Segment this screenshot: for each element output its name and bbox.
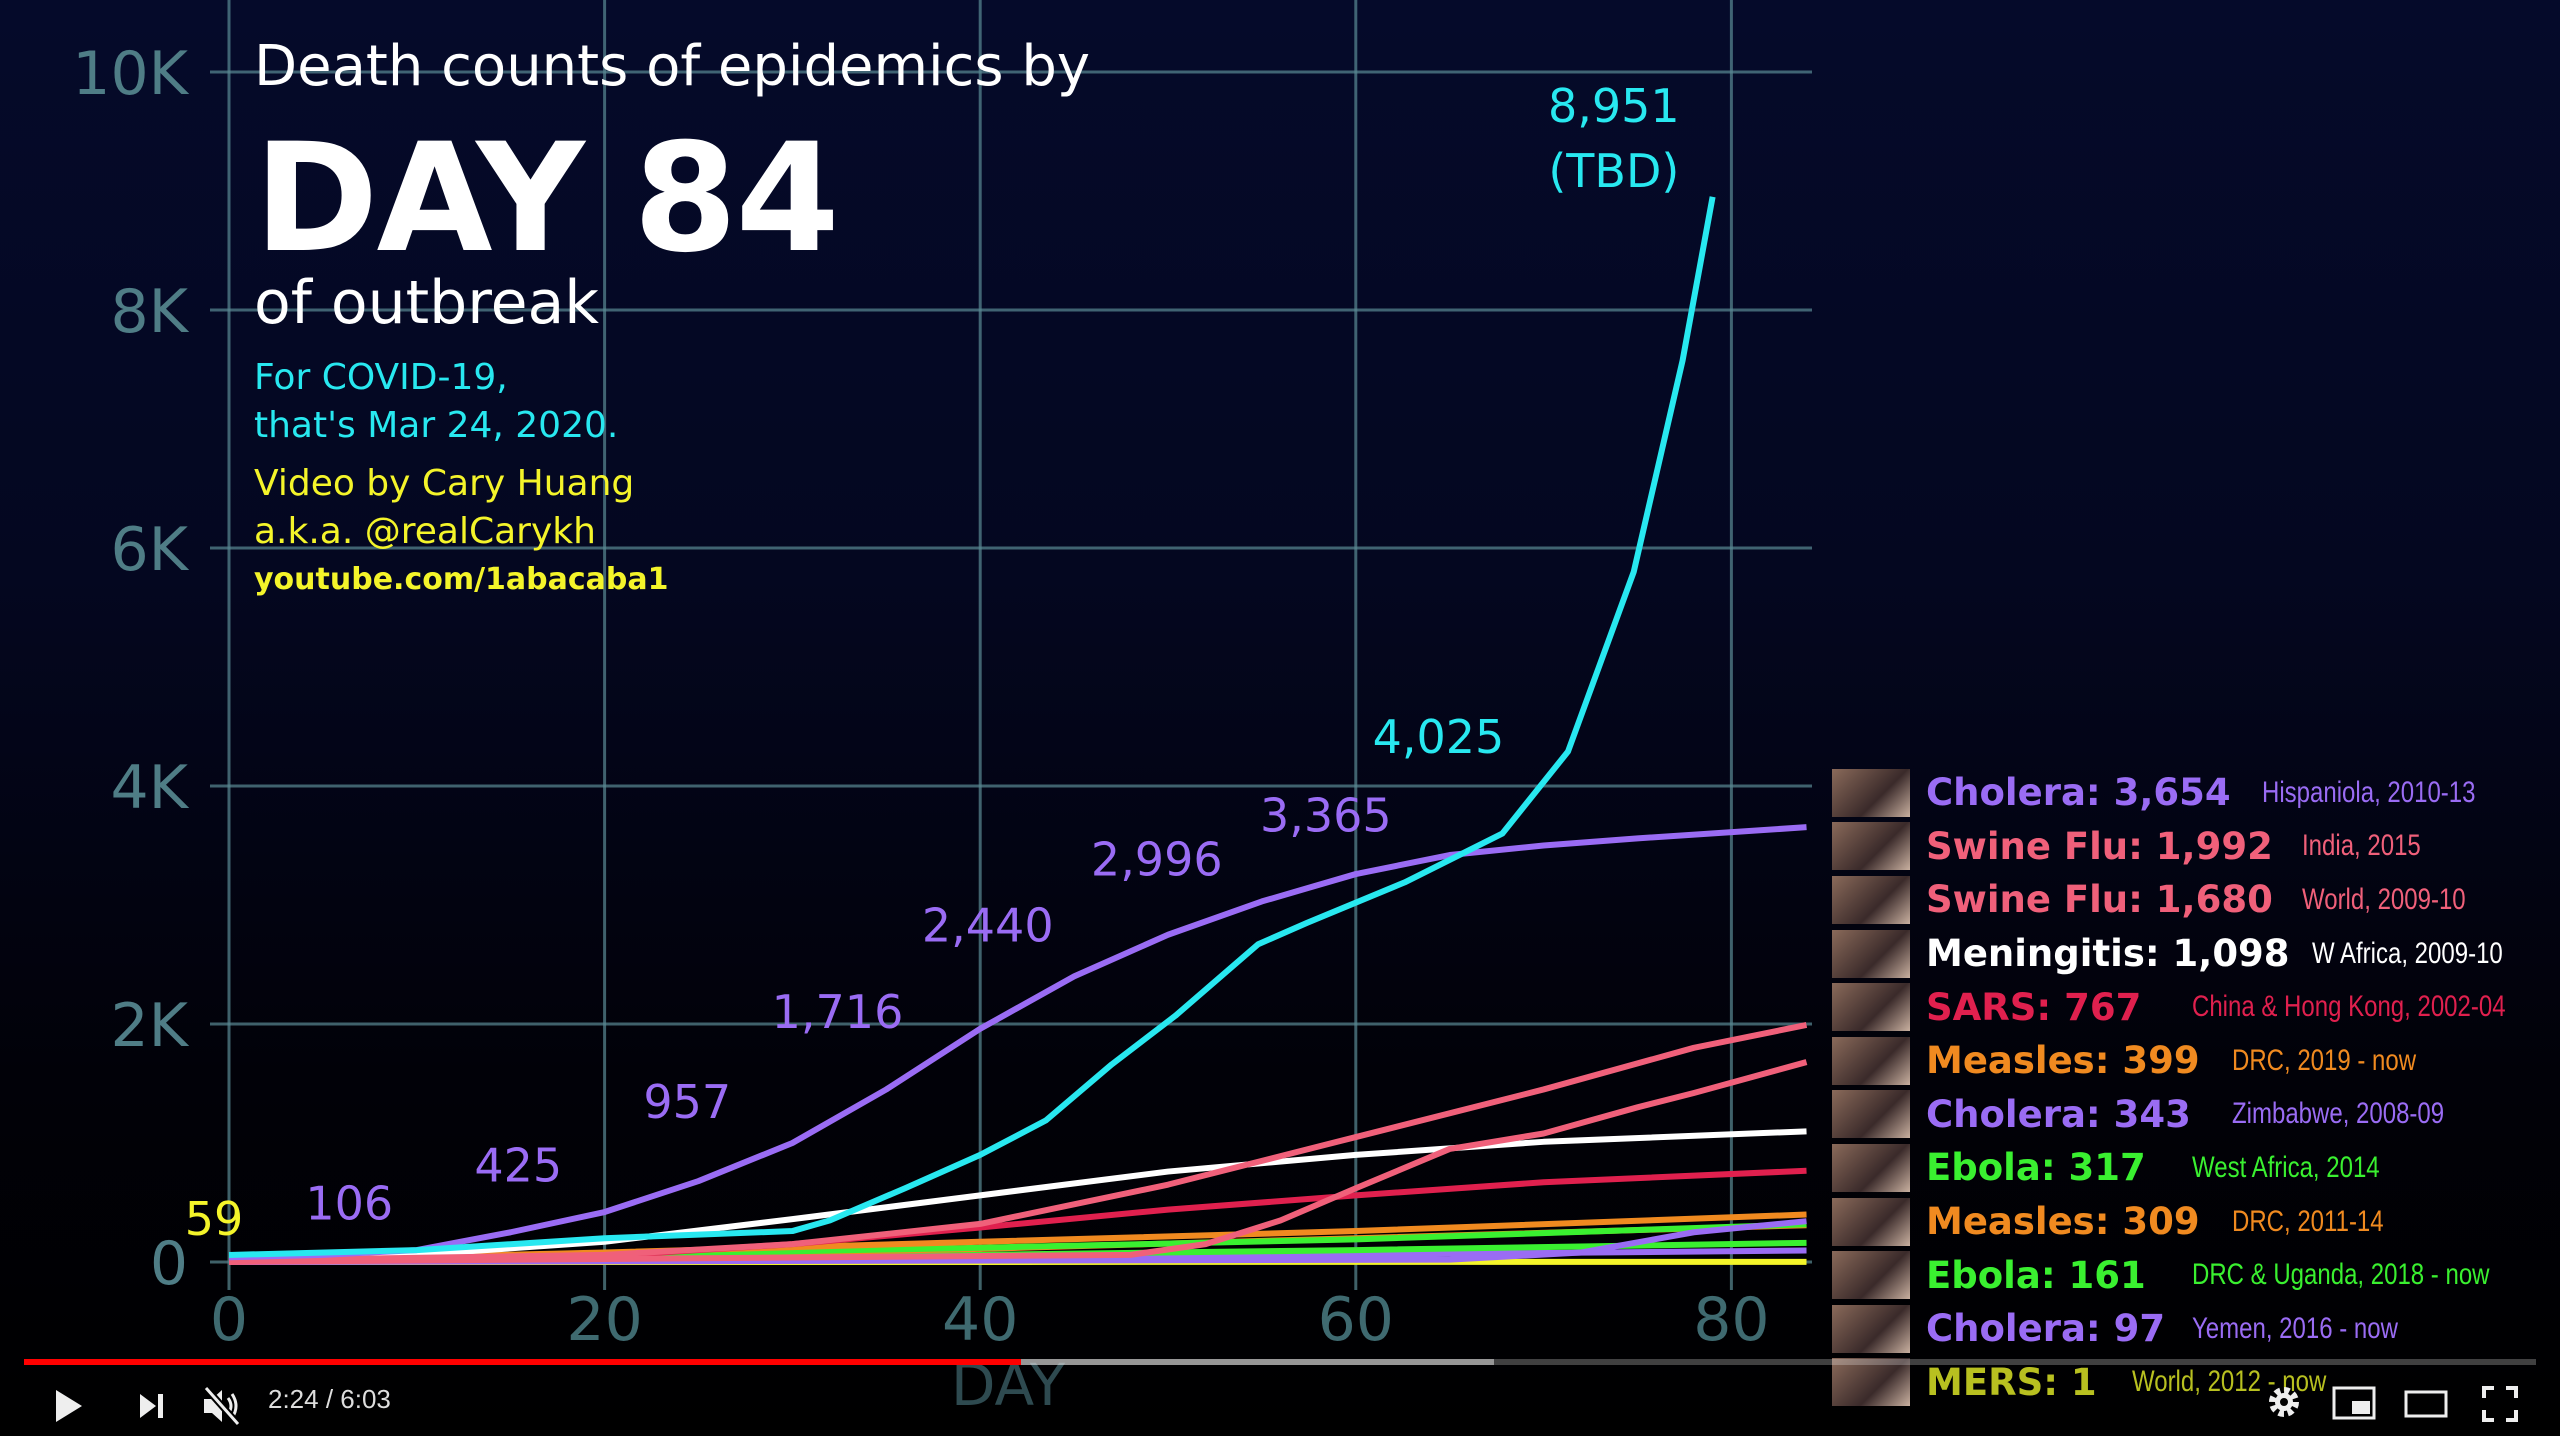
data-label: 1,716 [772,985,904,1039]
x-tick-label: 40 [942,1285,1018,1355]
legend-item: Measles: 309 DRC, 2011-14 [1832,1195,2384,1249]
title-line-3: of outbreak [254,268,600,338]
channel-link: youtube.com/1abacaba1 [254,562,669,597]
legend-label: Ebola: 161 [1926,1253,2146,1297]
legend-label: MERS: 1 [1926,1360,2097,1404]
series-line [228,824,1807,1261]
data-label: 425 [474,1138,562,1192]
y-tick-label: 8K [110,277,189,347]
progress-bar[interactable] [24,1359,2536,1365]
fullscreen-icon[interactable] [2482,1386,2518,1422]
data-label: 2,996 [1091,832,1223,886]
y-tick-label: 0 [150,1229,188,1299]
legend: Cholera: 3,654 Hispaniola, 2010-13 Swine F… [1832,766,2506,1409]
legend-label: Cholera: 97 [1926,1307,2166,1351]
player-controls: 2:24 / 6:03 [0,1340,2560,1436]
data-label: 3,365 [1260,789,1392,843]
x-tick-label: 80 [1693,1285,1769,1355]
covid-note-line: that's Mar 24, 2020. [254,405,619,446]
credit-line: Video by Cary Huang [254,463,635,504]
played-bar [24,1359,1022,1365]
settings-icon[interactable] [2266,1384,2302,1420]
data-label: 2,440 [922,899,1054,953]
legend-item: Cholera: 3,654 Hispaniola, 2010-13 [1832,766,2475,820]
x-tick-label: 0 [210,1285,248,1355]
data-label: 106 [305,1176,393,1230]
title-line-1: Death counts of epidemics by [254,34,1091,99]
legend-location: Hispaniola, 2010-13 [2262,775,2476,809]
credit: Video by Cary Huang a.k.a. @realCarykh [254,460,634,556]
data-label: 957 [643,1075,731,1129]
y-tick-label: 4K [110,753,189,823]
legend-location: DRC, 2011-14 [2232,1204,2384,1238]
legend-location: India, 2015 [2302,829,2421,863]
legend-location: Zimbabwe, 2008-09 [2232,1097,2445,1131]
legend-location: DRC, 2019 - now [2232,1043,2417,1077]
next-icon[interactable] [136,1390,168,1422]
data-label: (TBD) [1548,144,1679,198]
data-label: 8,951 [1548,79,1680,133]
legend-label: Meningitis: 1,098 [1926,932,2290,976]
y-tick-label: 6K [110,515,189,585]
legend-thumbnail [1832,1197,1910,1246]
y-tick-label: 10K [72,39,189,109]
legend-location: China & Hong Kong, 2002-04 [2192,990,2506,1024]
legend-thumbnail [1832,822,1910,871]
legend-item: Cholera: 343 Zimbabwe, 2008-09 [1832,1088,2444,1142]
series-line [228,196,1716,1258]
legend-item: Ebola: 161 DRC & Uganda, 2018 - now [1832,1248,2490,1302]
legend-label: Measles: 399 [1926,1039,2200,1083]
legend-thumbnail [1832,1304,1910,1353]
legend-label: Ebola: 317 [1926,1146,2146,1190]
series-line [228,1059,1808,1265]
legend-thumbnail [1832,1090,1910,1139]
legend-item: Swine Flu: 1,992 India, 2015 [1832,820,2421,874]
legend-item: Measles: 399 DRC, 2019 - now [1832,1034,2416,1088]
legend-location: West Africa, 2014 [2192,1150,2380,1184]
legend-item: SARS: 767 China & Hong Kong, 2002-04 [1832,980,2506,1034]
series-line [228,1218,1807,1265]
legend-thumbnail [1832,875,1910,924]
legend-thumbnail [1832,1036,1910,1085]
covid-note: For COVID-19, that's Mar 24, 2020. [254,354,618,450]
legend-thumbnail [1832,768,1910,817]
covid-note-line: For COVID-19, [254,357,508,398]
time-display: 2:24 / 6:03 [268,1384,391,1414]
legend-label: Swine Flu: 1,992 [1926,824,2273,868]
miniplayer-icon[interactable] [2332,1386,2376,1420]
data-label: 4,025 [1373,710,1505,764]
legend-item: Meningitis: 1,098 W Africa, 2009-10 [1832,927,2503,981]
data-label: 59 [185,1192,244,1246]
title-day: DAY 84 [254,112,840,286]
theater-icon[interactable] [2404,1390,2448,1418]
series-line [228,1022,1808,1264]
legend-location: W Africa, 2009-10 [2312,936,2503,970]
y-tick-label: 2K [110,991,189,1061]
play-icon[interactable] [52,1386,86,1426]
legend-location: DRC & Uganda, 2018 - now [2192,1258,2490,1292]
legend-item: Cholera: 97 Yemen, 2016 - now [1832,1302,2398,1356]
legend-item: Ebola: 317 West Africa, 2014 [1832,1141,2380,1195]
legend-thumbnail [1832,983,1910,1032]
legend-location: World, 2009-10 [2302,882,2466,916]
x-tick-label: 60 [1318,1285,1394,1355]
legend-thumbnail [1832,1358,1910,1407]
legend-label: Cholera: 343 [1926,1092,2191,1136]
legend-label: Swine Flu: 1,680 [1926,878,2273,922]
muted-icon[interactable] [200,1384,244,1428]
legend-label: Measles: 309 [1926,1200,2200,1244]
legend-label: SARS: 767 [1926,985,2142,1029]
legend-location: Yemen, 2016 - now [2192,1311,2398,1345]
legend-thumbnail [1832,929,1910,978]
legend-label: Cholera: 3,654 [1926,771,2231,815]
legend-thumbnail [1832,1251,1910,1300]
legend-thumbnail [1832,1143,1910,1192]
legend-item: Swine Flu: 1,680 World, 2009-10 [1832,873,2466,927]
credit-line: a.k.a. @realCarykh [254,511,596,552]
x-tick-label: 20 [566,1285,642,1355]
